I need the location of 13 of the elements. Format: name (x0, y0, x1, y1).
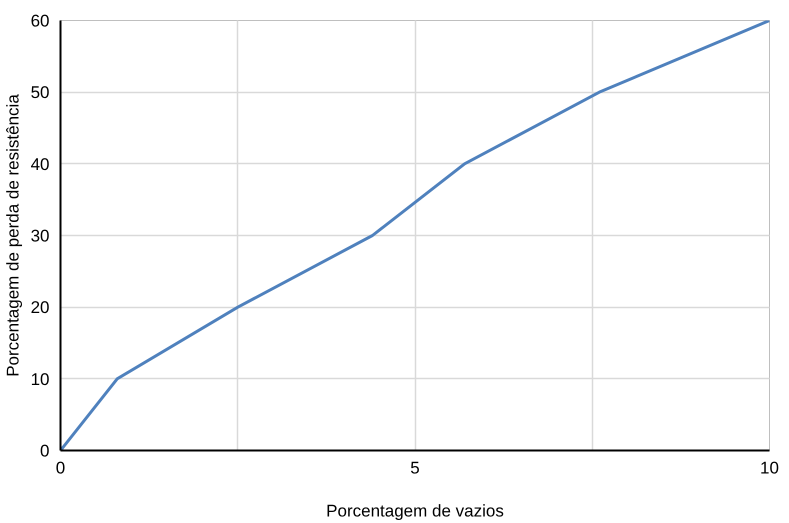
y-tick-label: 30 (30, 226, 50, 246)
y-tick-label: 40 (30, 154, 50, 174)
x-tick-label: 10 (760, 458, 779, 478)
y-tick-label: 10 (30, 370, 50, 389)
y-tick-label: 50 (30, 83, 50, 102)
y-tick-label: 20 (30, 298, 50, 318)
x-tick-label: 5 (410, 458, 420, 478)
y-tick-label: 60 (30, 12, 50, 30)
line-series (60, 20, 770, 450)
y-axis-title: Porcentagem de perda de resistência (4, 94, 23, 377)
y-tick-label: 0 (40, 442, 50, 460)
x-tick-label: 0 (56, 458, 66, 478)
x-axis-title: Porcentagem de vazios (326, 502, 504, 520)
